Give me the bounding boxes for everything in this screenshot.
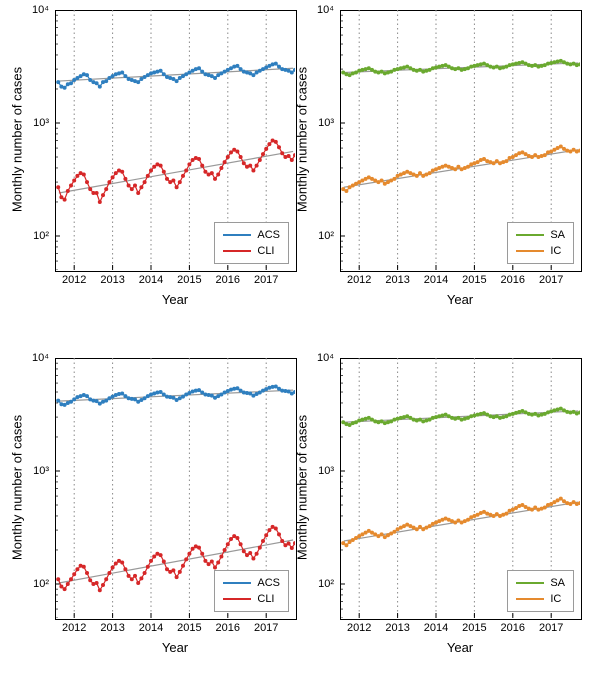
legend-row-IC: IC <box>516 591 565 607</box>
xlabel: Year <box>340 292 580 307</box>
xtick-label: 2012 <box>347 274 371 286</box>
xtick-label: 2015 <box>177 274 201 286</box>
xlabel: Year <box>55 292 295 307</box>
legend-label: CLI <box>257 245 274 257</box>
xtick-label: 2017 <box>539 622 563 634</box>
xtick-label: 2013 <box>100 274 124 286</box>
legend-swatch <box>223 582 251 584</box>
xtick-label: 2016 <box>501 622 525 634</box>
xlabel: Year <box>340 640 580 655</box>
ylabel: Monthly number of cases <box>10 358 25 618</box>
xtick-label: 2013 <box>385 622 409 634</box>
ylabel: Monthly number of cases <box>10 10 25 270</box>
legend: SA IC <box>507 222 574 264</box>
panel-bot-left: 20122013201420152016201710²10³10⁴YearMon… <box>55 358 295 618</box>
legend-swatch <box>516 598 544 600</box>
legend-row-IC: IC <box>516 243 565 259</box>
legend-label: SA <box>550 229 565 241</box>
legend-swatch <box>223 250 251 252</box>
xlabel: Year <box>55 640 295 655</box>
xtick-label: 2017 <box>539 274 563 286</box>
xtick-label: 2012 <box>347 622 371 634</box>
xtick-label: 2015 <box>462 622 486 634</box>
xtick-label: 2014 <box>139 622 163 634</box>
legend-label: IC <box>550 593 561 605</box>
legend-row-ACS: ACS <box>223 227 280 243</box>
xtick-label: 2014 <box>424 622 448 634</box>
xtick-label: 2017 <box>254 274 278 286</box>
xtick-label: 2016 <box>501 274 525 286</box>
xtick-label: 2015 <box>177 622 201 634</box>
legend-row-CLI: CLI <box>223 243 280 259</box>
legend-swatch <box>516 582 544 584</box>
panel-bot-right: 20122013201420152016201710²10³10⁴YearMon… <box>340 358 580 618</box>
legend-swatch <box>516 250 544 252</box>
legend-swatch <box>516 234 544 236</box>
legend-label: CLI <box>257 593 274 605</box>
xtick-label: 2012 <box>62 622 86 634</box>
legend: SA IC <box>507 570 574 612</box>
xtick-label: 2016 <box>216 274 240 286</box>
series-line-ACS <box>58 64 295 88</box>
xtick-label: 2013 <box>385 274 409 286</box>
legend-label: ACS <box>257 229 280 241</box>
legend-row-SA: SA <box>516 227 565 243</box>
legend-row-CLI: CLI <box>223 591 280 607</box>
xtick-label: 2014 <box>139 274 163 286</box>
xtick-label: 2017 <box>254 622 278 634</box>
xtick-label: 2012 <box>62 274 86 286</box>
xtick-label: 2014 <box>424 274 448 286</box>
xtick-label: 2015 <box>462 274 486 286</box>
legend: ACS CLI <box>214 222 289 264</box>
xtick-label: 2016 <box>216 622 240 634</box>
legend-label: ACS <box>257 577 280 589</box>
panel-top-left: 20122013201420152016201710²10³10⁴YearMon… <box>55 10 295 270</box>
legend: ACS CLI <box>214 570 289 612</box>
ylabel: Monthly number of cases <box>295 358 310 618</box>
ylabel: Monthly number of cases <box>295 10 310 270</box>
legend-swatch <box>223 598 251 600</box>
legend-row-SA: SA <box>516 575 565 591</box>
panel-top-right: 20122013201420152016201710²10³10⁴YearMon… <box>340 10 580 270</box>
figure-root: 20122013201420152016201710²10³10⁴YearMon… <box>0 0 600 682</box>
legend-swatch <box>223 234 251 236</box>
legend-label: SA <box>550 577 565 589</box>
legend-label: IC <box>550 245 561 257</box>
xtick-label: 2013 <box>100 622 124 634</box>
legend-row-ACS: ACS <box>223 575 280 591</box>
